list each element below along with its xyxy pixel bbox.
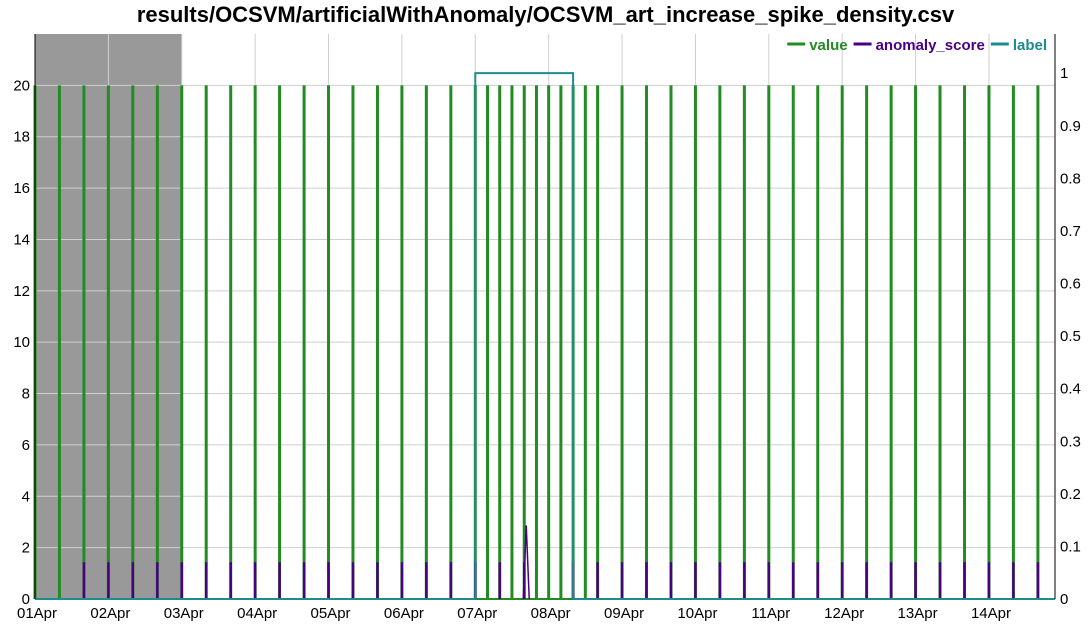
- x-tick-label: 01Apr: [17, 605, 57, 622]
- y-left-tick-label: 16: [13, 180, 30, 197]
- y-left-tick-label: 20: [13, 77, 30, 94]
- x-tick-label: 10Apr: [677, 605, 717, 622]
- chart-title: results/OCSVM/artificialWithAnomaly/OCSV…: [136, 2, 955, 27]
- y-left-tick-label: 4: [22, 488, 30, 505]
- y-right-tick-label: 0.1: [1060, 538, 1081, 555]
- x-tick-label: 02Apr: [90, 605, 130, 622]
- label-window: [35, 72, 1055, 600]
- y-right-tick-label: 0.3: [1060, 433, 1081, 450]
- y-right-tick-label: 0.6: [1060, 276, 1081, 293]
- series-layer: [33, 72, 1055, 600]
- y-left-tick-label: 12: [13, 283, 30, 300]
- y-right-tick-label: 1: [1060, 65, 1068, 82]
- x-tick-label: 09Apr: [604, 605, 644, 622]
- x-tick-label: 14Apr: [971, 605, 1011, 622]
- x-tick-label: 03Apr: [164, 605, 204, 622]
- x-tick-label: 11Apr: [751, 605, 790, 622]
- legend: label anomaly_score value: [787, 37, 1047, 54]
- x-tick-label: 08Apr: [531, 605, 571, 622]
- axis-layer: 0 2 4 6 8 10 12 14 16 18 20 0 0.1 0.2 0.3 0.4 0.5 0.6 0.7 0…: [13, 34, 1081, 622]
- shaded-region-layer: [35, 34, 1055, 599]
- x-tick-label: 12Apr: [824, 605, 864, 622]
- y-right-tick-label: 0.9: [1060, 118, 1081, 135]
- legend-entry-label: label: [1013, 37, 1047, 54]
- y-left-tick-label: 8: [22, 386, 30, 403]
- legend-entry-label: anomaly_score: [876, 37, 985, 54]
- y-left-tick-label: 18: [13, 129, 30, 146]
- y-right-tick-label: 0.2: [1060, 486, 1081, 503]
- plot-background: [35, 34, 1055, 599]
- y-left-tick-label: 10: [13, 334, 30, 351]
- y-left-tick-label: 6: [22, 437, 30, 454]
- x-tick-label: 05Apr: [311, 605, 351, 622]
- y-right-tick-label: 0: [1060, 591, 1068, 608]
- y-left-tick-label: 0: [22, 591, 30, 608]
- anomaly-score-peak: [522, 525, 530, 600]
- y-right-tick-label: 0.8: [1060, 170, 1081, 187]
- y-right-tick-label: 0.4: [1060, 381, 1081, 398]
- y-right-tick-label: 0.5: [1060, 328, 1081, 345]
- legend-entry-label: value: [809, 37, 847, 54]
- y-left-tick-label: 2: [22, 540, 30, 557]
- x-tick-label: 07Apr: [457, 605, 497, 622]
- y-left-tick-label: 14: [13, 231, 30, 248]
- x-tick-label: 04Apr: [237, 605, 277, 622]
- x-tick-label: 13Apr: [898, 605, 938, 622]
- y-right-tick-label: 0.7: [1060, 223, 1081, 240]
- x-tick-label: 06Apr: [384, 605, 424, 622]
